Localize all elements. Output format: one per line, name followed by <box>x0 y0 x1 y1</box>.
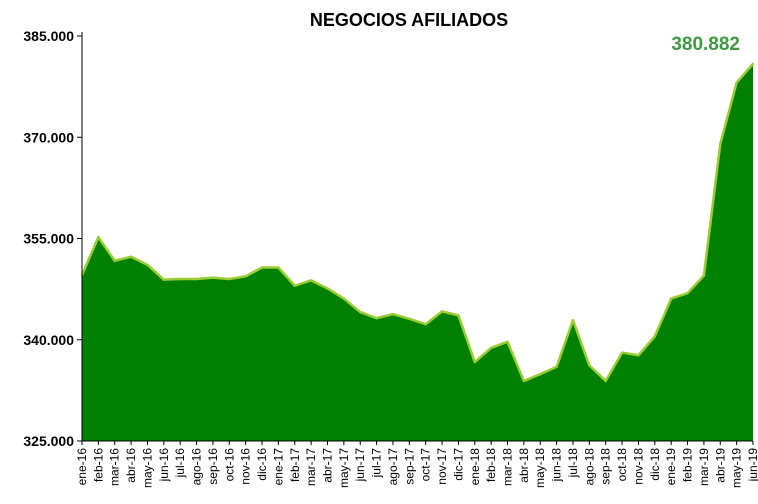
x-tick-label: nov-17 <box>435 448 449 485</box>
x-tick-label: may-18 <box>533 448 547 488</box>
x-tick-label: abr-16 <box>124 448 138 483</box>
data-point <box>637 354 640 357</box>
x-tick-label: ago-17 <box>386 448 400 486</box>
x-tick-label: feb-19 <box>681 448 695 482</box>
data-point <box>277 266 280 269</box>
data-point <box>424 323 427 326</box>
last-value-label: 380.882 <box>671 34 740 55</box>
data-point <box>293 284 296 287</box>
data-point <box>211 276 215 279</box>
data-point <box>179 277 182 281</box>
y-tick-label: 325.000 <box>23 433 74 449</box>
x-tick-label: may-17 <box>337 448 351 488</box>
data-point <box>375 316 378 320</box>
data-point <box>309 279 313 282</box>
x-tick-label: abr-19 <box>713 448 727 483</box>
x-tick-label: sep-18 <box>599 448 613 485</box>
x-tick-label: ene-17 <box>271 448 285 486</box>
data-point <box>604 379 607 383</box>
data-point <box>719 142 722 146</box>
data-point <box>195 277 198 281</box>
data-point <box>228 277 231 281</box>
x-tick-label: jul-18 <box>566 448 580 479</box>
data-point <box>489 346 493 350</box>
data-point <box>555 365 558 368</box>
y-tick-label: 355.000 <box>23 231 74 247</box>
data-point <box>260 266 264 269</box>
data-point <box>391 312 395 316</box>
data-point <box>440 310 444 313</box>
x-tick-label: jul-16 <box>173 448 187 479</box>
x-tick-label: sep-17 <box>402 448 416 485</box>
x-tick-label: jul-17 <box>370 448 384 479</box>
x-tick-label: mar-18 <box>501 448 515 486</box>
x-tick-label: mar-17 <box>304 448 318 486</box>
data-point <box>113 259 116 262</box>
y-tick-label: 370.000 <box>23 129 74 145</box>
x-tick-label: ene-18 <box>468 448 482 486</box>
x-tick-label: ago-16 <box>190 448 204 486</box>
x-tick-label: dic-18 <box>648 448 662 481</box>
data-point <box>588 364 591 367</box>
x-tick-label: may-19 <box>730 448 744 488</box>
y-tick-label: 340.000 <box>23 332 74 348</box>
series-line <box>80 62 754 383</box>
data-point <box>620 351 624 354</box>
x-tick-label: abr-17 <box>320 448 334 483</box>
data-point <box>653 335 656 338</box>
data-point <box>702 274 706 277</box>
x-tick-label: jun-17 <box>353 448 367 483</box>
data-point <box>506 340 509 343</box>
x-tick-label: feb-17 <box>288 448 302 482</box>
x-tick-label: ago-18 <box>582 448 596 486</box>
data-point <box>571 318 575 322</box>
data-point <box>129 255 133 258</box>
x-tick-label: feb-18 <box>484 448 498 482</box>
data-point <box>146 263 149 267</box>
data-point <box>735 81 738 84</box>
x-tick-label: may-16 <box>140 448 154 488</box>
x-tick-label: feb-16 <box>91 448 105 482</box>
x-tick-label: oct-18 <box>615 448 629 482</box>
data-point <box>457 314 460 317</box>
x-tick-label: jun-18 <box>550 448 564 483</box>
x-tick-label: jun-19 <box>746 448 758 483</box>
chart-title: NEGOCIOS AFILIADOS <box>309 10 509 30</box>
x-tick-label: sep-16 <box>206 448 220 485</box>
x-tick-label: jun-16 <box>157 448 171 483</box>
data-point <box>522 379 526 383</box>
data-point <box>326 287 329 290</box>
data-point <box>686 291 689 295</box>
x-tick-label: oct-16 <box>222 448 236 482</box>
x-tick-label: abr-18 <box>517 448 531 483</box>
x-tick-label: mar-16 <box>108 448 122 486</box>
x-tick-label: nov-18 <box>631 448 645 485</box>
data-point <box>669 297 673 300</box>
x-tick-label: dic-17 <box>451 448 465 481</box>
x-tick-label: mar-19 <box>697 448 711 486</box>
x-tick-label: dic-16 <box>255 448 269 481</box>
data-point <box>342 297 346 300</box>
data-point <box>539 372 542 376</box>
data-point <box>97 235 100 239</box>
y-tick-label: 385.000 <box>23 28 74 44</box>
data-point <box>162 278 166 281</box>
x-tick-label: oct-17 <box>419 448 433 482</box>
data-point <box>751 62 755 65</box>
series-area <box>82 63 753 442</box>
x-tick-label: ene-19 <box>664 448 678 486</box>
data-point <box>408 317 411 321</box>
data-point <box>359 310 362 314</box>
x-tick-label: nov-16 <box>239 448 253 485</box>
data-point <box>473 360 476 364</box>
data-point <box>244 275 247 278</box>
x-tick-label: ene-16 <box>75 448 89 486</box>
